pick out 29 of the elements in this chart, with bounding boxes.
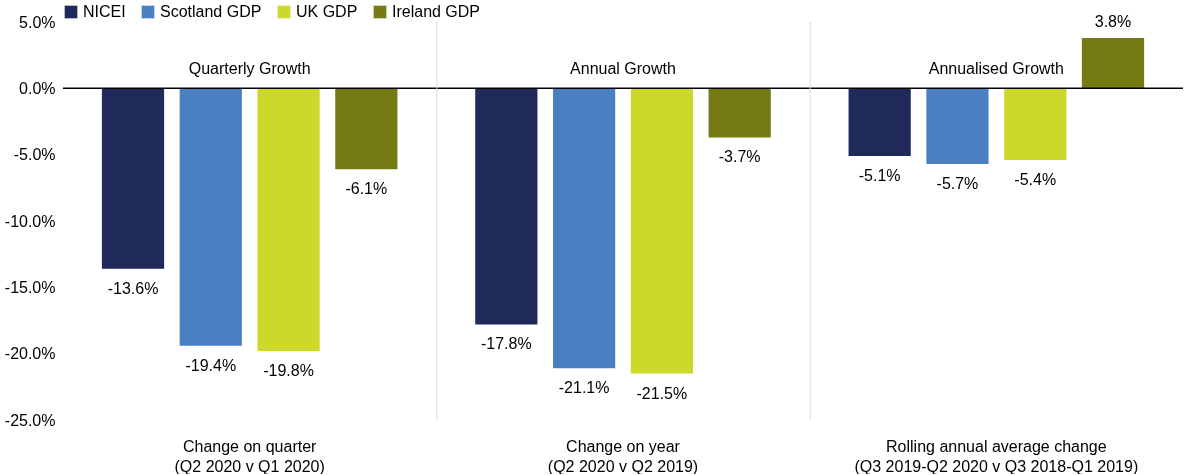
data-label: -5.1%: [858, 166, 901, 184]
data-label: -21.1%: [558, 379, 610, 397]
y-tick-label: 0.0%: [19, 79, 56, 97]
y-tick-label: -25.0%: [4, 411, 56, 429]
data-label: -5.4%: [1014, 170, 1057, 188]
data-label: -5.7%: [936, 174, 979, 192]
x-tick-label: Change on quarter (Q2 2020 v Q1 2020): [174, 437, 325, 475]
data-label: 3.8%: [1094, 12, 1132, 30]
data-label: -19.8%: [263, 362, 314, 380]
data-label: -13.6%: [107, 279, 159, 297]
annotation: Annual Growth: [570, 60, 676, 77]
data-label: -3.7%: [718, 148, 761, 166]
y-tick-label: 5.0%: [19, 13, 56, 31]
x-tick-label: Change on year (Q2 2020 v Q2 2019): [547, 437, 699, 475]
data-label: -6.1%: [345, 180, 388, 198]
y-tick-label: -10.0%: [4, 212, 56, 230]
data-label: -17.8%: [480, 335, 532, 353]
y-tick-label: -5.0%: [13, 146, 56, 164]
legend-label: Scotland GDP: [160, 3, 262, 20]
legend-label: UK GDP: [296, 3, 358, 20]
legend-label: Ireland GDP: [392, 3, 481, 20]
annotation: Annualised Growth: [928, 60, 1064, 77]
y-tick-label: -20.0%: [4, 345, 56, 363]
y-tick-label: -15.0%: [4, 278, 56, 296]
x-tick-label: Rolling annual average change (Q3 2019-Q2 2020 v Q3 2018-Q1 2019): [854, 437, 1139, 475]
annotation: Quarterly Growth: [188, 60, 311, 77]
data-label: -21.5%: [636, 384, 688, 402]
legend-label: NICEI: [83, 3, 126, 20]
data-label: -19.4%: [185, 356, 237, 374]
